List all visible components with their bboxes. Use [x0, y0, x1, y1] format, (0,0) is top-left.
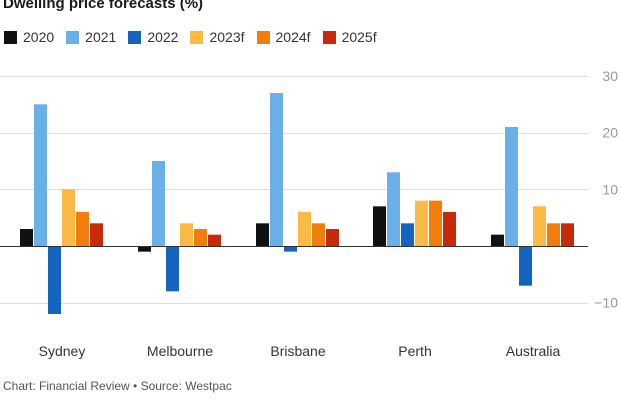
legend-item-2022: 2022: [128, 29, 178, 45]
chart-legend: 2020 2021 2022 2023f 2024f 2025f: [4, 29, 389, 45]
bar-perth-2021: [387, 172, 400, 246]
bar-sydney-2020: [20, 228, 33, 246]
bar-australia-2022: [519, 246, 532, 286]
bar-perth-2020: [373, 206, 386, 246]
legend-label: 2024f: [275, 29, 311, 45]
legend-item-2020: 2020: [4, 29, 54, 45]
bar-melbourne-2020: [138, 246, 151, 252]
legend-swatch: [66, 30, 80, 44]
y-tick-label: 10: [602, 181, 618, 197]
legend-swatch: [4, 30, 17, 44]
legend-item-2025f: 2025f: [322, 29, 377, 45]
bar-sydney-2023f: [62, 189, 75, 246]
legend-item-2023f: 2023f: [190, 29, 245, 45]
bar-sydney-2021: [34, 104, 47, 246]
bar-melbourne-2022: [166, 246, 179, 292]
legend-label: 2020: [23, 29, 55, 45]
y-tick-label: 30: [602, 68, 618, 84]
y-tick-label: 20: [602, 125, 618, 141]
bar-perth-2022: [401, 223, 414, 246]
legend-label: 2023f: [209, 29, 245, 45]
bar-melbourne-2021: [152, 160, 165, 246]
bar-brisbane-2025f: [326, 228, 339, 246]
bar-melbourne-2025f: [208, 234, 221, 246]
bar-brisbane-2024f: [312, 223, 325, 246]
chart-title: Dwelling price forecasts (%): [3, 0, 204, 12]
x-category-label: Sydney: [39, 343, 86, 359]
legend-swatch: [256, 30, 270, 44]
x-category-label: Perth: [398, 343, 431, 359]
bar-brisbane-2020: [256, 223, 269, 246]
legend-item-2021: 2021: [66, 29, 116, 45]
bar-australia-2025f: [561, 223, 574, 246]
bar-perth-2023f: [415, 200, 428, 246]
legend-item-2024f: 2024f: [256, 29, 311, 45]
bar-brisbane-2022: [284, 246, 297, 252]
bar-sydney-2024f: [76, 211, 89, 246]
legend-label: 2022: [147, 29, 179, 45]
bar-brisbane-2021: [270, 92, 283, 246]
legend-swatch: [322, 30, 336, 44]
legend-label: 2021: [85, 29, 117, 45]
y-tick-label: −10: [594, 295, 618, 311]
bar-australia-2024f: [547, 223, 560, 246]
x-category-label: Melbourne: [147, 343, 213, 359]
bar-perth-2025f: [443, 211, 456, 246]
chart-source-footer: Chart: Financial Review • Source: Westpa…: [3, 379, 232, 393]
bar-australia-2023f: [533, 206, 546, 246]
bar-australia-2021: [505, 126, 518, 246]
bar-perth-2024f: [429, 200, 442, 246]
bar-melbourne-2024f: [194, 228, 207, 246]
x-category-label: Brisbane: [270, 343, 325, 359]
legend-swatch: [128, 30, 142, 44]
legend-label: 2025f: [341, 29, 377, 45]
bar-sydney-2025f: [90, 223, 103, 246]
bar-melbourne-2023f: [180, 223, 193, 246]
x-category-label: Australia: [506, 343, 561, 359]
bar-sydney-2022: [48, 246, 61, 315]
bar-brisbane-2023f: [298, 211, 311, 246]
legend-swatch: [190, 30, 204, 44]
bar-australia-2020: [491, 234, 504, 246]
